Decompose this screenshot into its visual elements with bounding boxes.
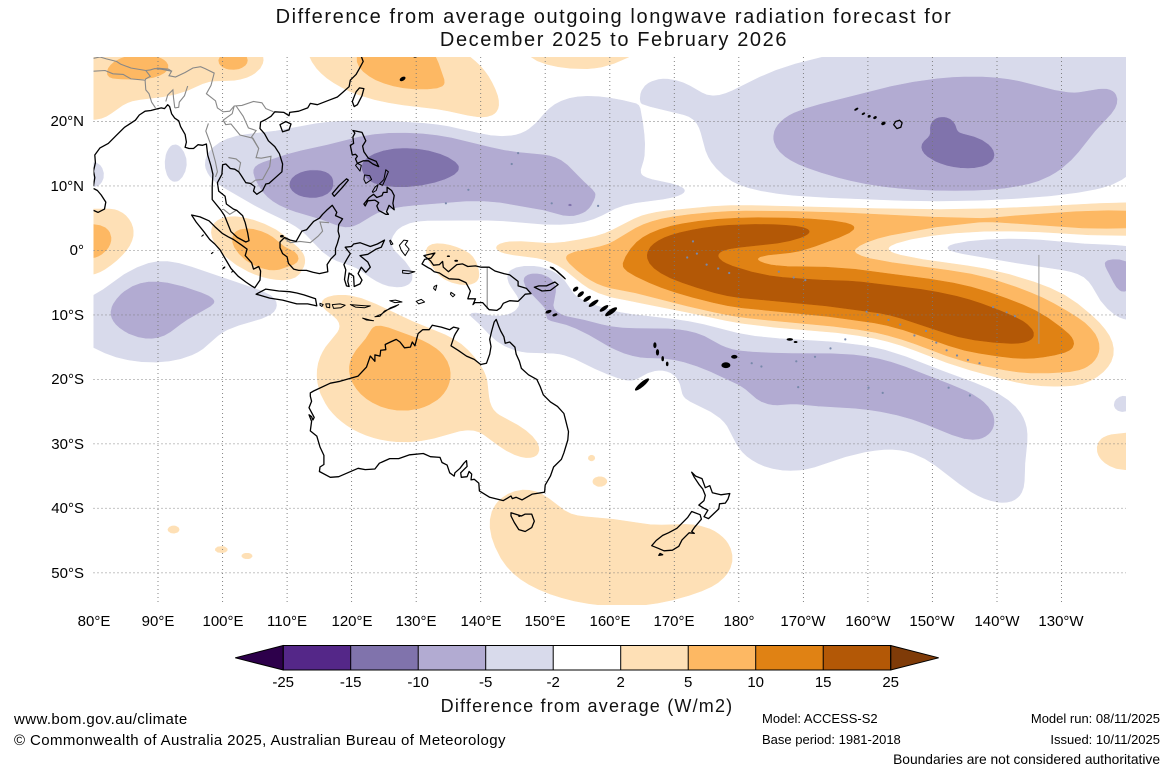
svg-text:5: 5 xyxy=(684,674,692,691)
svg-text:2: 2 xyxy=(617,674,625,691)
svg-text:150°E: 150°E xyxy=(524,613,565,630)
svg-text:Model: ACCESS-S2: Model: ACCESS-S2 xyxy=(762,711,878,726)
svg-text:Boundaries are not considered: Boundaries are not considered authoritat… xyxy=(893,752,1160,767)
svg-text:-2: -2 xyxy=(547,674,560,691)
svg-text:Model run: 08/11/2025: Model run: 08/11/2025 xyxy=(1031,711,1160,726)
svg-text:120°E: 120°E xyxy=(331,613,372,630)
svg-text:90°E: 90°E xyxy=(142,613,175,630)
svg-text:50°S: 50°S xyxy=(51,565,84,582)
svg-text:170°E: 170°E xyxy=(653,613,694,630)
svg-text:150°W: 150°W xyxy=(909,613,955,630)
svg-text:-5: -5 xyxy=(479,674,492,691)
svg-text:30°S: 30°S xyxy=(51,436,84,453)
svg-text:www.bom.gov.au/climate: www.bom.gov.au/climate xyxy=(13,711,188,728)
svg-text:10: 10 xyxy=(747,674,764,691)
svg-text:20°N: 20°N xyxy=(50,113,84,130)
svg-text:December 2025 to February 2026: December 2025 to February 2026 xyxy=(440,29,788,51)
svg-text:Base period: 1981-2018: Base period: 1981-2018 xyxy=(762,732,901,747)
svg-text:20°S: 20°S xyxy=(51,371,84,388)
svg-text:25: 25 xyxy=(882,674,899,691)
svg-text:Difference from average outgoi: Difference from average outgoing longwav… xyxy=(276,6,953,28)
svg-text:10°S: 10°S xyxy=(51,307,84,324)
svg-text:0°: 0° xyxy=(70,242,84,259)
svg-text:40°S: 40°S xyxy=(51,500,84,517)
svg-text:130°W: 130°W xyxy=(1038,613,1084,630)
svg-text:-25: -25 xyxy=(272,674,294,691)
svg-text:10°N: 10°N xyxy=(50,178,84,195)
svg-text:15: 15 xyxy=(815,674,832,691)
svg-text:80°E: 80°E xyxy=(78,613,111,630)
svg-text:© Commonwealth of Australia 20: © Commonwealth of Australia 2025, Austra… xyxy=(14,732,506,749)
svg-text:160°W: 160°W xyxy=(845,613,891,630)
svg-text:-10: -10 xyxy=(407,674,429,691)
svg-text:140°E: 140°E xyxy=(460,613,501,630)
svg-text:-15: -15 xyxy=(340,674,362,691)
svg-text:Difference from average (W/m2): Difference from average (W/m2) xyxy=(441,696,734,716)
svg-text:Issued: 10/11/2025: Issued: 10/11/2025 xyxy=(1050,732,1160,747)
svg-text:110°E: 110°E xyxy=(267,613,307,630)
svg-text:100°E: 100°E xyxy=(202,613,243,630)
svg-text:130°E: 130°E xyxy=(395,613,436,630)
svg-text:160°E: 160°E xyxy=(589,613,630,630)
svg-text:140°W: 140°W xyxy=(974,613,1020,630)
svg-text:180°: 180° xyxy=(723,613,754,630)
svg-text:170°W: 170°W xyxy=(780,613,826,630)
